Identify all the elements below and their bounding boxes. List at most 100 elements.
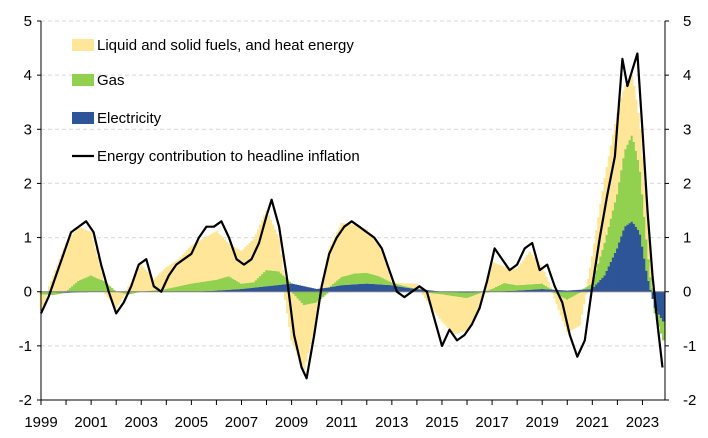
bar-2-2020.417	[576, 294, 580, 327]
bar-0-2021.167	[595, 284, 598, 292]
bar-2-2002.333	[123, 293, 126, 296]
bar-1-2005.500	[202, 281, 206, 292]
bar-2-2005.667	[206, 235, 210, 282]
bar-2-2017.000	[490, 261, 494, 290]
bar-1-2021.667	[607, 226, 611, 267]
bar-1-2012.833	[386, 280, 390, 285]
x-tick-label: 2001	[74, 414, 107, 431]
bar-1-2011.833	[361, 273, 364, 284]
bar-1-2000.333	[73, 284, 76, 292]
bar-0-2023.667	[657, 291, 661, 315]
bar-0-2018.583	[530, 289, 534, 292]
bar-1-2004.417	[175, 286, 179, 292]
bar-0-2006.333	[223, 290, 227, 292]
bar-2-2019.500	[553, 293, 557, 299]
bar-1-2009.667	[306, 291, 310, 305]
bar-0-2012.917	[388, 285, 392, 292]
y-tick-label-left: -1	[19, 338, 32, 355]
bar-1-2005.917	[212, 280, 216, 291]
bar-2-2016.000	[465, 298, 469, 331]
bar-0-2011.417	[350, 284, 354, 292]
bar-2-2004.167	[169, 264, 172, 289]
bar-0-2011.167	[344, 284, 348, 292]
bar-2-2016.833	[486, 277, 490, 291]
bar-1-2004.250	[171, 287, 174, 292]
bar-2-2004.667	[181, 254, 185, 286]
bar-1-2010.000	[315, 291, 319, 303]
bar-1-2021.333	[599, 256, 603, 280]
bar-2-2013.833	[411, 283, 415, 289]
bar-1-2011.667	[357, 273, 360, 285]
bar-1-2006.250	[221, 278, 225, 291]
bar-1-2006.833	[235, 281, 239, 290]
bar-2-2003.000	[139, 264, 143, 292]
bar-0-2006.583	[229, 289, 233, 292]
bar-2-2006.333	[223, 239, 227, 278]
bar-0-2010.250	[321, 288, 325, 292]
bar-1-2011.083	[342, 276, 346, 286]
bar-2-2017.083	[492, 262, 496, 289]
bar-0-2012.833	[386, 284, 390, 292]
bar-2-2010.833	[336, 231, 339, 281]
bar-0-2009.250	[296, 284, 300, 292]
bar-1-2005.250	[196, 282, 199, 292]
bar-1-2006.417	[225, 276, 229, 290]
bar-0-2009.083	[292, 284, 296, 292]
bar-2-2019.750	[559, 296, 563, 316]
bar-2-2008.833	[286, 291, 289, 314]
bar-0-2008.000	[265, 286, 268, 292]
bar-2-2018.917	[538, 264, 542, 284]
bar-2-2004.333	[173, 261, 176, 288]
bar-1-2003.917	[162, 289, 166, 292]
bar-2-2022.083	[618, 105, 621, 183]
bar-0-2016.000	[465, 291, 469, 293]
stacked-bars	[39, 75, 665, 371]
bar-2-2005.250	[196, 242, 199, 283]
bar-2-2015.250	[446, 295, 450, 328]
bar-1-2012.167	[369, 273, 373, 284]
bar-1-2021.917	[613, 202, 617, 253]
bar-1-2000.583	[79, 279, 83, 292]
bar-2-2004.500	[177, 259, 181, 287]
bar-2-2014.833	[436, 293, 440, 316]
bar-1-2017.417	[501, 284, 504, 292]
bar-2-2017.333	[499, 265, 502, 286]
bar-0-2008.167	[269, 285, 273, 292]
bar-0-2011.750	[359, 283, 362, 292]
bar-2-2002.000	[114, 291, 118, 308]
x-tick-label: 2019	[526, 414, 559, 431]
bar-2-2000.250	[70, 234, 74, 287]
bar-0-2019.500	[553, 289, 557, 292]
bar-1-2016.417	[476, 292, 479, 295]
bar-0-2013.583	[405, 287, 408, 292]
bar-1-2012.333	[373, 275, 377, 285]
bar-2-2016.167	[469, 296, 473, 324]
bar-1-2017.167	[494, 287, 498, 292]
bar-0-2007.833	[261, 286, 264, 292]
bar-2-2007.667	[256, 229, 260, 279]
bar-2-2000.083	[66, 240, 70, 290]
bar-0-2012.333	[373, 284, 377, 292]
bar-2-2011.750	[359, 227, 362, 274]
bar-2-2009.333	[298, 300, 302, 361]
bar-1-2012.000	[365, 272, 369, 284]
bar-1-2007.250	[246, 282, 250, 289]
bar-2-2010.500	[327, 249, 331, 288]
bar-1-2001.500	[102, 280, 105, 292]
bar-2-2010.333	[323, 268, 327, 288]
bar-0-2014.167	[419, 289, 423, 292]
bar-1-2016.083	[467, 292, 471, 298]
bar-2-2002.083	[116, 292, 120, 305]
bar-0-2009.500	[302, 286, 306, 292]
bar-1-2008.250	[271, 270, 275, 286]
bar-2-2017.500	[503, 266, 506, 284]
bar-1-2020.417	[576, 291, 580, 295]
bar-1-2020.917	[588, 284, 592, 290]
bar-0-2013.417	[400, 287, 404, 292]
bar-1-2015.500	[453, 292, 456, 297]
bar-0-2023.083	[643, 258, 646, 292]
bar-1-2023.333	[649, 277, 653, 290]
bar-1-2021.750	[609, 218, 613, 262]
bar-1-2006.667	[231, 278, 235, 290]
bar-0-2014.500	[428, 290, 431, 292]
